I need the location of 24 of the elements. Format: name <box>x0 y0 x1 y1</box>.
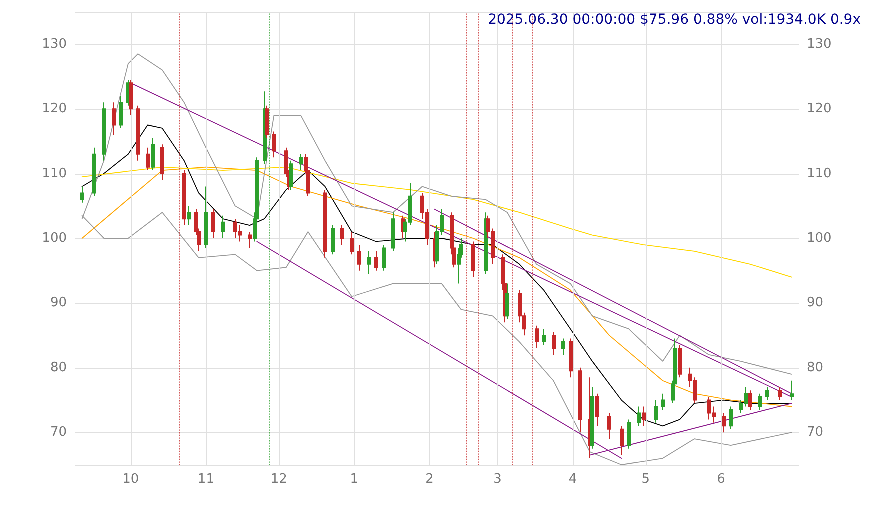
x-tick-label: 10 <box>122 472 140 487</box>
x-tick-label: 11 <box>198 472 214 487</box>
y2-tick-label: 100 <box>807 231 832 246</box>
y2-tick-label: 130 <box>807 36 832 52</box>
x-tick-label: 3 <box>494 472 502 487</box>
x-tick-label: 1 <box>350 472 359 487</box>
x-tick-label: 2 <box>426 472 434 487</box>
y-tick-label: 130 <box>42 36 67 52</box>
y-tick-label: 70 <box>50 425 67 440</box>
y2-tick-label: 80 <box>807 360 824 376</box>
y-tick-label: 120 <box>42 102 67 117</box>
x-tick-label: 5 <box>642 472 650 487</box>
y2-tick-label: 110 <box>807 166 832 182</box>
y2-tick-label: 70 <box>807 425 824 440</box>
y2-tick-label: 120 <box>807 102 832 117</box>
chart-title: 2025.06.30 00:00:00 $75.96 0.88% vol:1934.0K 0.9x <box>488 12 861 28</box>
y2-tick-label: 90 <box>807 296 824 311</box>
x-tick-label: 12 <box>270 472 288 487</box>
x-tick-label: 4 <box>568 472 578 487</box>
y-tick-label: 100 <box>42 231 67 246</box>
y-tick-label: 110 <box>42 166 67 182</box>
x-tick-label: 6 <box>717 472 726 487</box>
y-tick-label: 80 <box>50 360 67 376</box>
y-tick-label: 90 <box>50 296 67 311</box>
